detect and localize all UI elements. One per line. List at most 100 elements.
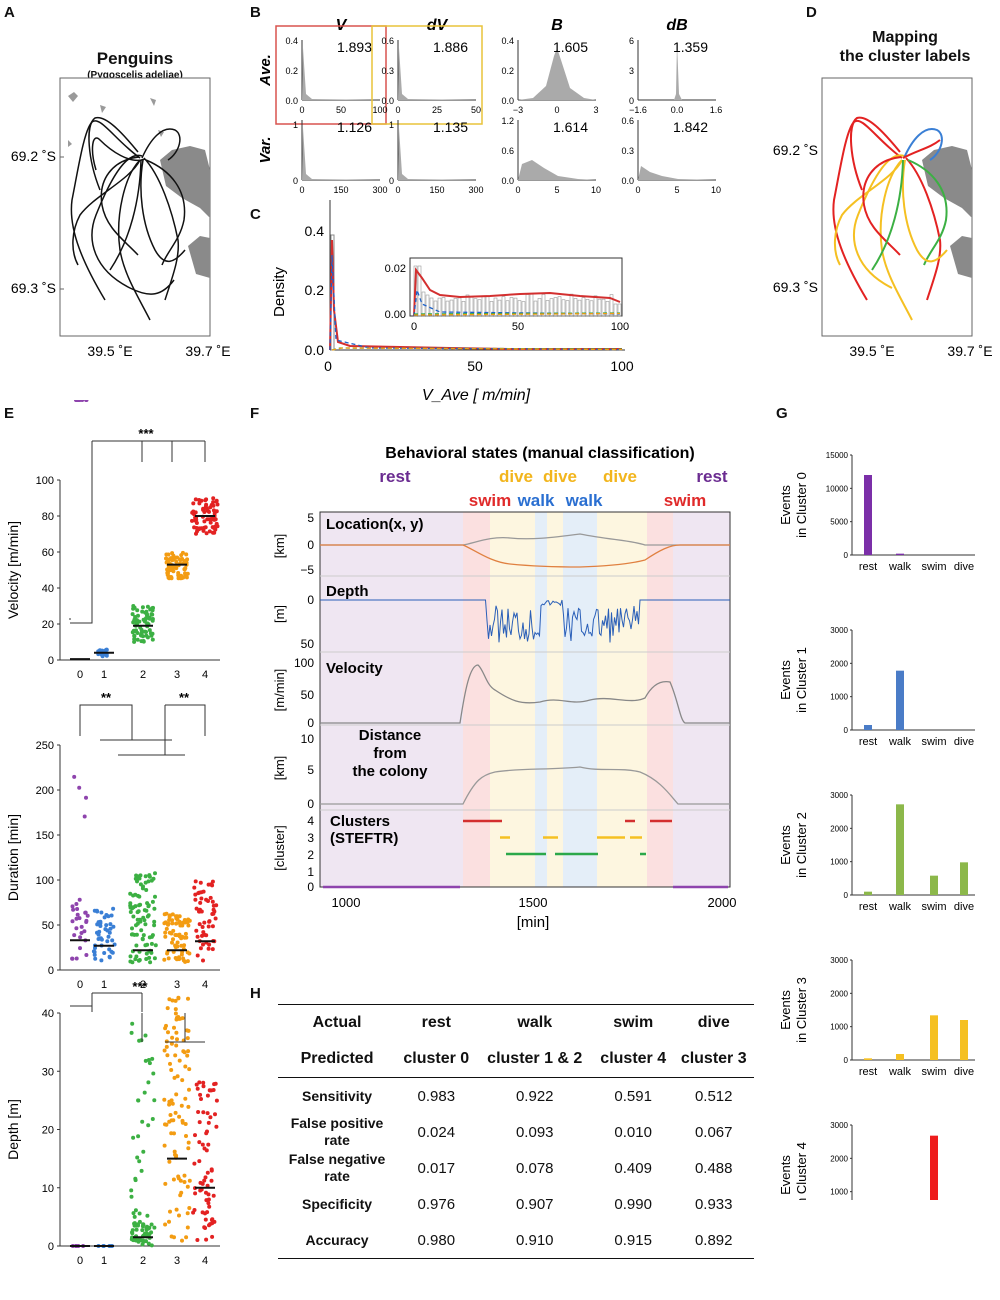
panel-label-b: B bbox=[250, 4, 261, 21]
c-inset-bar bbox=[453, 298, 458, 317]
performance-table: Actual rest walk swim dive Predicted clu… bbox=[278, 1004, 754, 1259]
island-d-1 bbox=[922, 146, 972, 218]
ev-sig-label: *** bbox=[138, 426, 154, 441]
ep-xtick: 3 bbox=[174, 1255, 180, 1267]
f-track-label: the colony bbox=[352, 763, 428, 780]
h-cell: 0.409 bbox=[614, 1159, 652, 1177]
ed-dot bbox=[210, 899, 215, 904]
ep-dot bbox=[207, 1223, 211, 1228]
ed-dot bbox=[178, 923, 183, 928]
ep-dot bbox=[168, 1209, 172, 1214]
ep-dot bbox=[176, 1176, 181, 1181]
ep-dot bbox=[163, 1222, 168, 1227]
ep-dot bbox=[195, 1238, 200, 1242]
ed-dot bbox=[136, 909, 141, 914]
ev-dot bbox=[130, 630, 135, 635]
ed-dot bbox=[210, 879, 215, 884]
ep-dot bbox=[129, 1030, 134, 1035]
ed-dot bbox=[147, 874, 152, 879]
b-xtick: 150 bbox=[333, 185, 348, 195]
b-value-label: 1.886 bbox=[433, 39, 468, 55]
f-ytick: 0 bbox=[307, 538, 314, 552]
f-ytick: 0 bbox=[307, 797, 314, 811]
ep-dot bbox=[131, 1135, 136, 1140]
ed-dot bbox=[145, 901, 150, 906]
g-xtick: swim bbox=[921, 1066, 946, 1078]
ep-dot bbox=[174, 1030, 179, 1035]
ed-dot bbox=[99, 958, 104, 963]
ed-dot bbox=[70, 956, 75, 961]
ep-dot bbox=[191, 1210, 196, 1215]
ev-ytick: 100 bbox=[36, 475, 54, 487]
ep-dot bbox=[173, 1011, 178, 1016]
ed-dot bbox=[102, 915, 107, 920]
ep-dot bbox=[210, 1217, 215, 1222]
ed-dot bbox=[133, 957, 138, 962]
c-inset-xtick-3: 100 bbox=[611, 321, 629, 333]
ep-dot bbox=[130, 1231, 135, 1236]
panel-label-f: F bbox=[250, 405, 260, 422]
b-histogram bbox=[674, 42, 682, 100]
penguin-species-subtitle: (Pygoscelis adeliae) bbox=[87, 70, 183, 81]
ev-dot bbox=[193, 510, 198, 515]
ep-dot bbox=[196, 1110, 201, 1114]
c-inset-bar bbox=[617, 303, 622, 317]
ev-xtick: 4 bbox=[202, 669, 208, 681]
ep-dot bbox=[185, 1053, 190, 1058]
ep-dot bbox=[194, 1082, 199, 1087]
ed-dot bbox=[171, 937, 175, 942]
ev-dot bbox=[178, 558, 183, 562]
f-xtick: 1500 bbox=[519, 895, 548, 910]
b-value-label: 1.135 bbox=[433, 119, 468, 135]
ev-dot bbox=[166, 552, 171, 557]
f-track-unit: [cluster] bbox=[272, 825, 287, 871]
ep-dot bbox=[204, 1131, 209, 1136]
c-inset-bar bbox=[541, 294, 546, 317]
ed-dot bbox=[179, 943, 184, 948]
ed-dot bbox=[150, 899, 155, 904]
b-ytick: 0.6 bbox=[621, 116, 634, 126]
ev-dot bbox=[194, 517, 199, 522]
ed-dot bbox=[201, 958, 205, 963]
h-row-label: Sensitivity bbox=[302, 1087, 373, 1104]
ep-dot bbox=[170, 1035, 175, 1040]
ed-dot bbox=[134, 932, 139, 937]
b-xtick: 100 bbox=[372, 105, 387, 115]
ep-dot bbox=[205, 1111, 210, 1116]
ev-dot bbox=[132, 637, 137, 642]
ev-xtick: 2 bbox=[140, 669, 146, 681]
f-ytick: 0 bbox=[307, 593, 314, 607]
f-ytick: −5 bbox=[300, 563, 314, 577]
ed-ytick: 250 bbox=[36, 740, 54, 752]
ep-dot bbox=[203, 1217, 208, 1222]
c-xtick-1: 0 bbox=[324, 358, 332, 374]
g-ylabel-cluster: in Cluster 4 bbox=[794, 1142, 809, 1200]
h-cell: 0.024 bbox=[417, 1123, 456, 1141]
ep-xtick: 4 bbox=[202, 1255, 208, 1267]
g-bar bbox=[864, 475, 872, 555]
g-ytick: 0 bbox=[844, 1056, 849, 1065]
b-histogram bbox=[302, 128, 380, 180]
b-xtick: 10 bbox=[591, 185, 601, 195]
ep-dot bbox=[174, 1092, 179, 1097]
ep-dot bbox=[143, 1033, 148, 1038]
b-histogram bbox=[398, 128, 476, 180]
ed-dot bbox=[162, 957, 167, 962]
ev-dot bbox=[144, 609, 149, 614]
c-inset-bar bbox=[517, 300, 522, 317]
ed-dot bbox=[210, 924, 215, 929]
ep-sig-label: *** bbox=[132, 979, 148, 994]
h-row-specificity: Specificity 0.976 0.907 0.990 0.933 bbox=[278, 1186, 754, 1222]
ev-dot bbox=[183, 571, 187, 576]
ev-ylabel: Velocity [m/min] bbox=[5, 521, 21, 619]
ed-dot bbox=[165, 951, 170, 956]
g-xtick: swim bbox=[921, 736, 946, 748]
ep-dot bbox=[208, 1115, 213, 1120]
ep-dot bbox=[182, 1173, 187, 1178]
ed-dot bbox=[183, 931, 188, 936]
ep-dot bbox=[146, 1123, 151, 1128]
c-inset-bar bbox=[461, 301, 466, 317]
ed-dot bbox=[193, 897, 198, 902]
g-bar bbox=[896, 670, 904, 730]
c-inset-bar bbox=[545, 300, 550, 317]
